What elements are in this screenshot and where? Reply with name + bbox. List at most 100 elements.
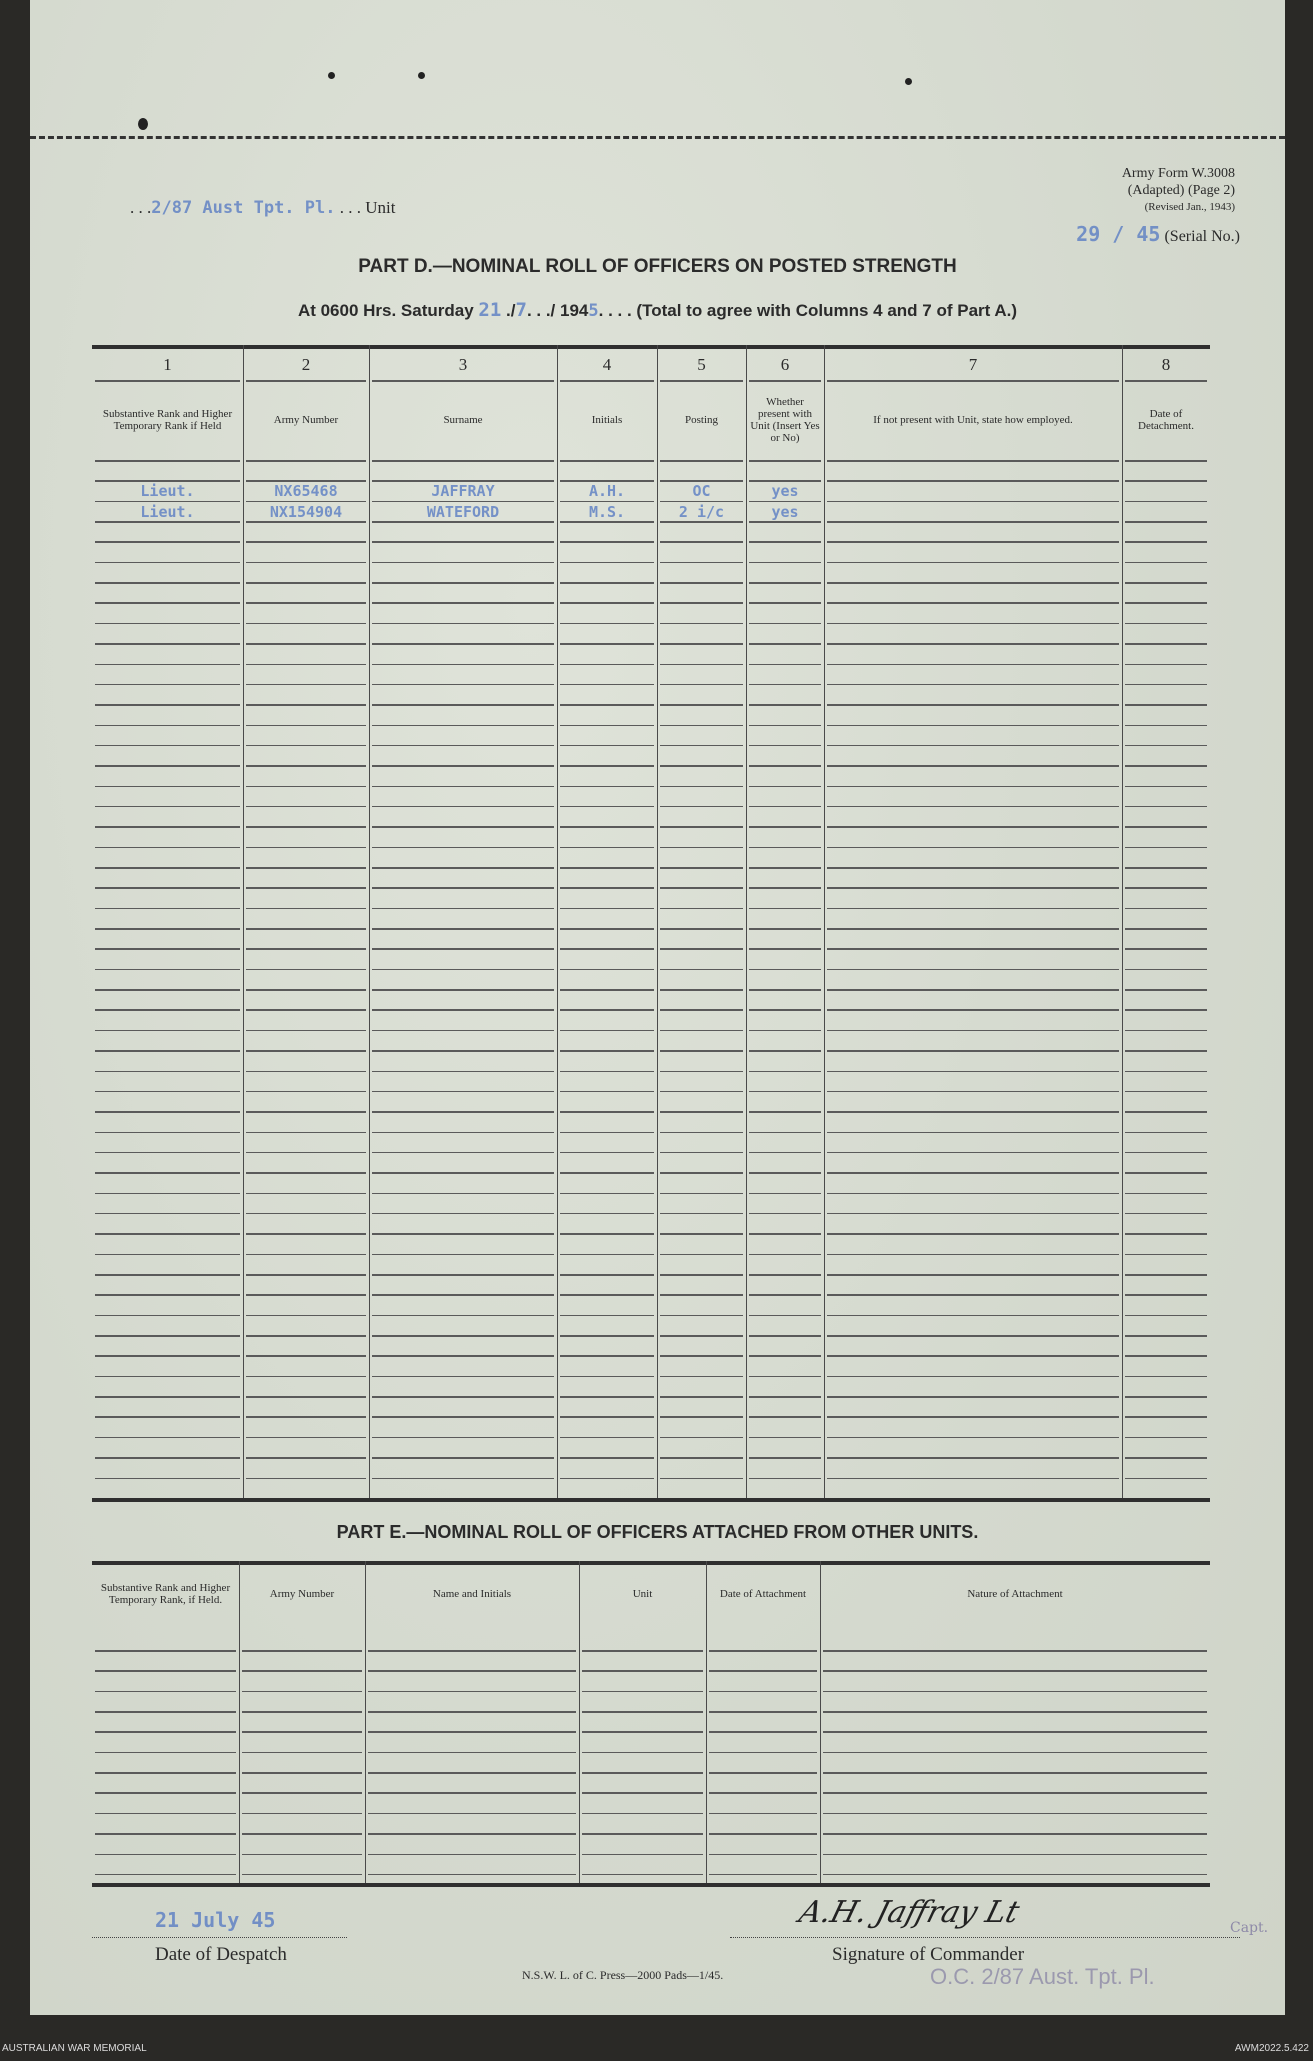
row-rule xyxy=(246,765,366,767)
row-rule xyxy=(749,805,821,808)
row-rule xyxy=(582,1670,703,1672)
row-rule xyxy=(749,785,821,788)
row-rule xyxy=(582,1650,703,1652)
despatch-line xyxy=(92,1937,347,1938)
row-rule xyxy=(560,887,654,889)
row-rule xyxy=(1125,887,1207,889)
row-rule xyxy=(1125,1212,1207,1215)
row-rule xyxy=(827,1131,1119,1134)
row-rule xyxy=(372,582,554,584)
row-rule xyxy=(582,1690,703,1693)
row-rule xyxy=(242,1690,362,1693)
row-rule xyxy=(372,1457,554,1459)
row-rule xyxy=(660,1477,743,1479)
header-rule xyxy=(95,380,240,382)
row-rule xyxy=(1125,1050,1207,1052)
row-rule xyxy=(246,1009,366,1011)
row-rule xyxy=(1125,744,1207,747)
row-rule xyxy=(749,561,821,564)
row-rule xyxy=(749,1192,821,1195)
row-rule xyxy=(749,846,821,849)
row-rule xyxy=(372,724,554,727)
row-rule xyxy=(660,968,743,971)
row-rule xyxy=(660,1396,743,1398)
row-rule xyxy=(1125,1111,1207,1113)
row-rule xyxy=(827,582,1119,584)
column-divider xyxy=(1122,345,1123,1498)
row-rule xyxy=(827,1111,1119,1113)
row-rule xyxy=(709,1751,817,1754)
row-rule xyxy=(660,1070,743,1072)
row-rule xyxy=(823,1731,1207,1733)
row-rule xyxy=(749,1477,821,1479)
row-rule xyxy=(368,1731,576,1733)
row-rule xyxy=(660,1151,743,1154)
row-rule xyxy=(95,1416,240,1418)
row-rule xyxy=(582,1873,703,1876)
row-rule xyxy=(749,1131,821,1134)
row-rule xyxy=(660,704,743,706)
part-d-date-line: At 0600 Hrs. Saturday 21 ./7. . ./ 1945.… xyxy=(297,299,1018,321)
row-rule xyxy=(560,1050,654,1052)
row-rule xyxy=(246,460,366,462)
unit-label: Unit xyxy=(365,198,396,217)
row-rule xyxy=(1125,1477,1207,1479)
column-header: Date of Detachment. xyxy=(1138,408,1194,432)
row-rule xyxy=(246,1131,366,1134)
row-rule xyxy=(1125,541,1207,543)
column-number: 7 xyxy=(968,355,978,374)
row-rule xyxy=(372,1111,554,1113)
row-rule xyxy=(246,1050,366,1052)
row-rule xyxy=(749,1457,821,1459)
row-rule xyxy=(560,846,654,849)
row-rule xyxy=(827,1457,1119,1459)
row-rule xyxy=(246,948,366,950)
row-rule xyxy=(95,1650,236,1652)
row-rule xyxy=(246,1416,366,1418)
row-rule xyxy=(372,1436,554,1439)
row-rule xyxy=(246,1274,366,1276)
row-rule xyxy=(95,1151,240,1154)
row-rule xyxy=(95,1792,236,1794)
row-rule xyxy=(660,1294,743,1296)
form-revision: (Revised Jan., 1943) xyxy=(1144,201,1235,213)
row-rule xyxy=(242,1711,362,1713)
row-rule xyxy=(709,1772,817,1774)
row-rule xyxy=(709,1812,817,1815)
column-header: Date of Attachment xyxy=(719,1587,807,1600)
row-rule xyxy=(95,561,240,564)
row-rule xyxy=(827,622,1119,625)
row-rule xyxy=(749,1314,821,1317)
row-rule xyxy=(560,826,654,828)
row-rule xyxy=(368,1772,576,1774)
despatch-date-value: 21 July 45 xyxy=(155,1908,276,1932)
row-rule xyxy=(1125,582,1207,584)
row-rule xyxy=(372,907,554,910)
column-header: Substantive Rank and Higher Temporary Ra… xyxy=(100,1581,231,1606)
row-rule xyxy=(95,643,240,645)
column-header: Whether present with Unit (Insert Yes or… xyxy=(750,396,820,444)
row-rule xyxy=(95,826,240,828)
row-rule xyxy=(660,805,743,808)
row-rule xyxy=(95,1253,240,1256)
row-rule xyxy=(95,1029,240,1032)
row-rule xyxy=(560,602,654,604)
row-rule xyxy=(246,785,366,788)
row-rule xyxy=(246,1111,366,1113)
row-rule xyxy=(749,1375,821,1378)
row-rule xyxy=(1125,989,1207,991)
column-divider xyxy=(239,1561,240,1883)
row-rule xyxy=(95,1396,240,1398)
row-rule xyxy=(560,663,654,665)
row-rule xyxy=(827,1396,1119,1398)
row-rule xyxy=(660,1457,743,1459)
row-rule xyxy=(749,724,821,727)
row-rule xyxy=(372,948,554,950)
row-rule xyxy=(246,643,366,645)
row-rule xyxy=(1125,1457,1207,1459)
press-imprint: N.S.W. L. of C. Press—2000 Pads—1/45. xyxy=(522,1968,724,1982)
row-rule xyxy=(1125,1009,1207,1011)
row-rule xyxy=(560,480,654,482)
row-rule xyxy=(660,480,743,482)
form-adapted: (Adapted) (Page 2) xyxy=(1127,183,1235,198)
